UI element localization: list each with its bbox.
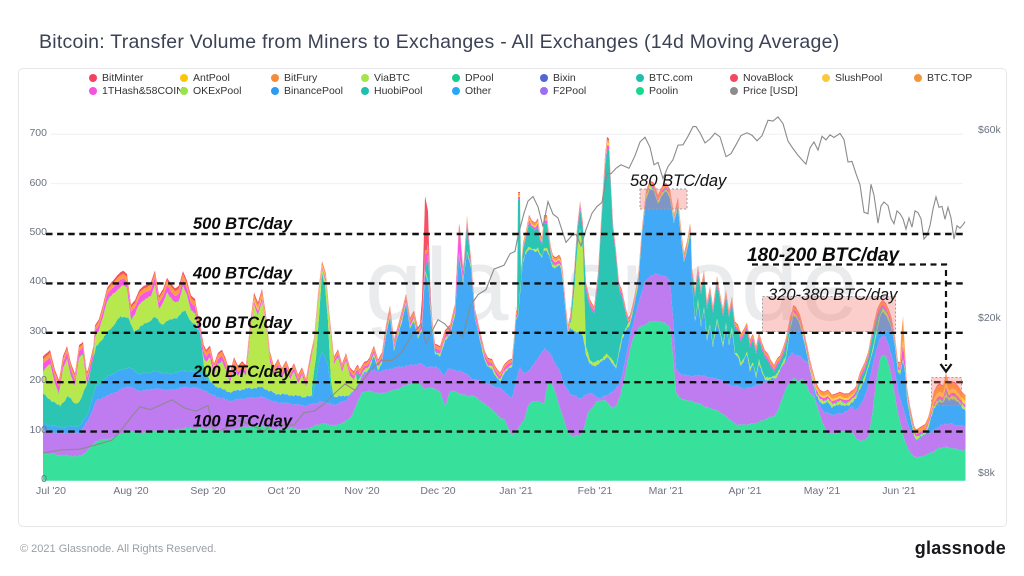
svg-text:Apr '21: Apr '21 [729,485,762,497]
svg-text:100: 100 [29,424,47,436]
svg-text:$60k: $60k [978,124,1002,136]
svg-text:600: 600 [29,177,47,189]
svg-text:$20k: $20k [978,312,1002,324]
svg-text:400 BTC/day: 400 BTC/day [192,264,293,282]
svg-text:Jan '21: Jan '21 [499,485,533,497]
svg-text:Dec '20: Dec '20 [420,485,455,497]
svg-text:300 BTC/day: 300 BTC/day [193,314,293,332]
svg-text:$8k: $8k [978,467,996,479]
svg-text:180-200 BTC/day: 180-200 BTC/day [747,245,901,266]
svg-text:Aug '20: Aug '20 [113,485,148,497]
svg-text:700: 700 [29,127,47,139]
svg-text:Mar '21: Mar '21 [649,485,684,497]
svg-text:Oct '20: Oct '20 [268,485,301,497]
svg-text:400: 400 [29,275,47,287]
svg-text:500: 500 [29,226,47,238]
svg-text:Jul '20: Jul '20 [36,485,66,497]
svg-text:300: 300 [29,325,47,337]
svg-text:200 BTC/day: 200 BTC/day [192,363,293,381]
svg-text:580 BTC/day: 580 BTC/day [630,172,728,190]
svg-text:200: 200 [29,374,47,386]
svg-text:320-380 BTC/day: 320-380 BTC/day [768,286,899,304]
svg-text:100 BTC/day: 100 BTC/day [193,413,293,431]
svg-text:Jun '21: Jun '21 [882,485,916,497]
svg-text:Feb '21: Feb '21 [578,485,613,497]
svg-text:500 BTC/day: 500 BTC/day [193,215,293,233]
svg-text:0: 0 [41,473,47,485]
svg-text:Sep '20: Sep '20 [190,485,225,497]
svg-text:Nov '20: Nov '20 [344,485,379,497]
svg-text:May '21: May '21 [804,485,841,497]
